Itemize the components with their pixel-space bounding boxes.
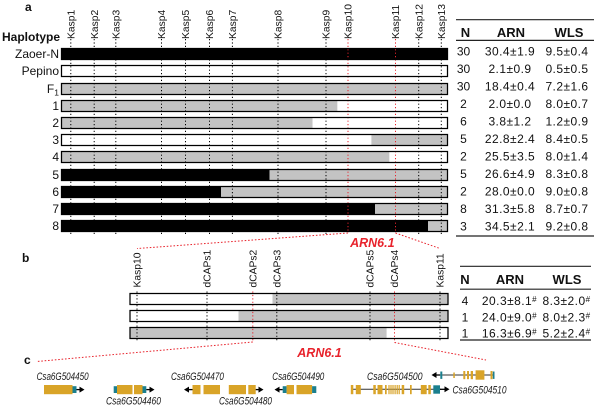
svg-text:Kasp11: Kasp11: [391, 5, 402, 39]
svg-text:Kasp6: Kasp6: [205, 10, 216, 39]
svg-text:Kasp1: Kasp1: [66, 10, 77, 39]
svg-text:25.5±3.5: 25.5±3.5: [485, 150, 535, 164]
svg-text:Kasp8: Kasp8: [274, 10, 285, 39]
svg-text:Zaoer-N: Zaoer-N: [15, 47, 59, 61]
svg-text:dCAPs1: dCAPs1: [203, 249, 214, 287]
svg-text:24.0±9.0#: 24.0±9.0#: [482, 310, 537, 324]
svg-text:2.0±0.0: 2.0±0.0: [488, 97, 531, 111]
svg-text:22.8±2.4: 22.8±2.4: [485, 132, 535, 146]
svg-text:Haplotype: Haplotype: [2, 30, 60, 44]
svg-text:34.5±2.1: 34.5±2.1: [485, 220, 535, 234]
svg-text:30.4±1.9: 30.4±1.9: [485, 45, 535, 59]
svg-text:3: 3: [460, 220, 467, 234]
svg-text:8.3±0.8: 8.3±0.8: [545, 167, 588, 181]
svg-text:2: 2: [52, 116, 59, 130]
svg-text:ARN: ARN: [497, 25, 525, 40]
svg-text:Csa6G504480: Csa6G504480: [219, 396, 273, 408]
svg-text:8.0±1.4: 8.0±1.4: [545, 150, 588, 164]
svg-text:ARN: ARN: [496, 272, 524, 287]
svg-text:Kasp3: Kasp3: [111, 10, 122, 39]
svg-text:dCAPs3: dCAPs3: [272, 249, 283, 287]
svg-text:Kasp4: Kasp4: [157, 10, 168, 39]
svg-text:8.7±0.7: 8.7±0.7: [545, 202, 588, 216]
svg-text:Csa6G504510: Csa6G504510: [453, 384, 508, 396]
svg-text:Csa6G504500: Csa6G504500: [367, 371, 423, 383]
svg-text:5.2±2.4#: 5.2±2.4#: [542, 327, 590, 341]
svg-text:5: 5: [460, 132, 467, 146]
svg-text:dCAPs5: dCAPs5: [366, 249, 377, 287]
svg-text:Pepino: Pepino: [22, 64, 60, 78]
svg-text:Csa6G504460: Csa6G504460: [106, 396, 162, 408]
svg-text:ARN6.1: ARN6.1: [349, 236, 395, 250]
svg-text:1: 1: [52, 99, 59, 113]
svg-text:9.5±0.4: 9.5±0.4: [545, 45, 588, 59]
svg-text:c: c: [24, 353, 31, 367]
svg-text:28.0±0.0: 28.0±0.0: [485, 185, 535, 199]
svg-text:1: 1: [462, 327, 469, 341]
svg-text:Csa6G504470: Csa6G504470: [171, 371, 225, 383]
svg-text:ARN6.1: ARN6.1: [296, 346, 342, 360]
svg-text:5: 5: [460, 167, 467, 181]
svg-text:Kasp10: Kasp10: [344, 4, 355, 39]
svg-text:6: 6: [460, 115, 467, 129]
svg-text:2: 2: [460, 185, 467, 199]
svg-text:WLS: WLS: [555, 25, 584, 40]
svg-text:9.0±0.8: 9.0±0.8: [545, 185, 588, 199]
svg-text:Kasp7: Kasp7: [228, 10, 239, 39]
svg-text:4: 4: [462, 294, 469, 308]
svg-text:Kasp2: Kasp2: [90, 10, 101, 39]
svg-text:Csa6G504450: Csa6G504450: [37, 371, 90, 383]
svg-text:dCAPs4: dCAPs4: [390, 249, 401, 287]
svg-text:8.0±2.3#: 8.0±2.3#: [542, 310, 590, 324]
svg-text:Kasp11: Kasp11: [436, 253, 447, 287]
svg-text:8.3±2.0#: 8.3±2.0#: [542, 294, 590, 308]
svg-text:30: 30: [457, 80, 471, 94]
svg-text:31.3±5.8: 31.3±5.8: [485, 202, 535, 216]
svg-text:Kasp9: Kasp9: [322, 10, 333, 39]
svg-text:30: 30: [457, 62, 471, 76]
svg-text:18.4±0.4: 18.4±0.4: [485, 80, 535, 94]
svg-text:7.2±1.6: 7.2±1.6: [545, 80, 588, 94]
svg-text:30: 30: [457, 45, 471, 59]
svg-text:dCAPs2: dCAPs2: [248, 249, 259, 287]
svg-text:4: 4: [52, 150, 59, 164]
svg-text:8.0±0.7: 8.0±0.7: [545, 97, 588, 111]
svg-text:7: 7: [52, 202, 59, 216]
svg-text:b: b: [22, 251, 29, 265]
svg-text:8: 8: [52, 219, 59, 233]
svg-text:3.8±1.2: 3.8±1.2: [488, 115, 531, 129]
svg-text:Kasp10: Kasp10: [133, 252, 144, 287]
svg-text:Kasp13: Kasp13: [437, 4, 448, 39]
svg-text:WLS: WLS: [553, 272, 582, 287]
svg-text:3: 3: [52, 133, 59, 147]
svg-text:1.2±0.9: 1.2±0.9: [545, 115, 588, 129]
svg-text:0.5±0.5: 0.5±0.5: [545, 62, 588, 76]
svg-text:Kasp5: Kasp5: [181, 10, 192, 39]
svg-text:Kasp12: Kasp12: [414, 4, 425, 39]
svg-text:N: N: [460, 272, 469, 287]
svg-text:6: 6: [52, 185, 59, 199]
svg-text:2: 2: [460, 97, 467, 111]
svg-text:20.3±8.1#: 20.3±8.1#: [482, 294, 537, 308]
svg-text:8: 8: [460, 202, 467, 216]
svg-text:a: a: [25, 0, 32, 14]
svg-text:5: 5: [52, 168, 59, 182]
svg-text:2.1±0.9: 2.1±0.9: [488, 62, 531, 76]
svg-text:26.6±4.9: 26.6±4.9: [485, 167, 535, 181]
svg-text:1: 1: [462, 310, 469, 324]
svg-text:16.3±6.9#: 16.3±6.9#: [482, 327, 537, 341]
svg-text:9.2±0.8: 9.2±0.8: [545, 220, 588, 234]
svg-text:8.4±0.5: 8.4±0.5: [545, 132, 588, 146]
svg-text:2: 2: [460, 150, 467, 164]
svg-text:Csa6G504490: Csa6G504490: [272, 371, 325, 383]
svg-text:N: N: [461, 25, 470, 40]
